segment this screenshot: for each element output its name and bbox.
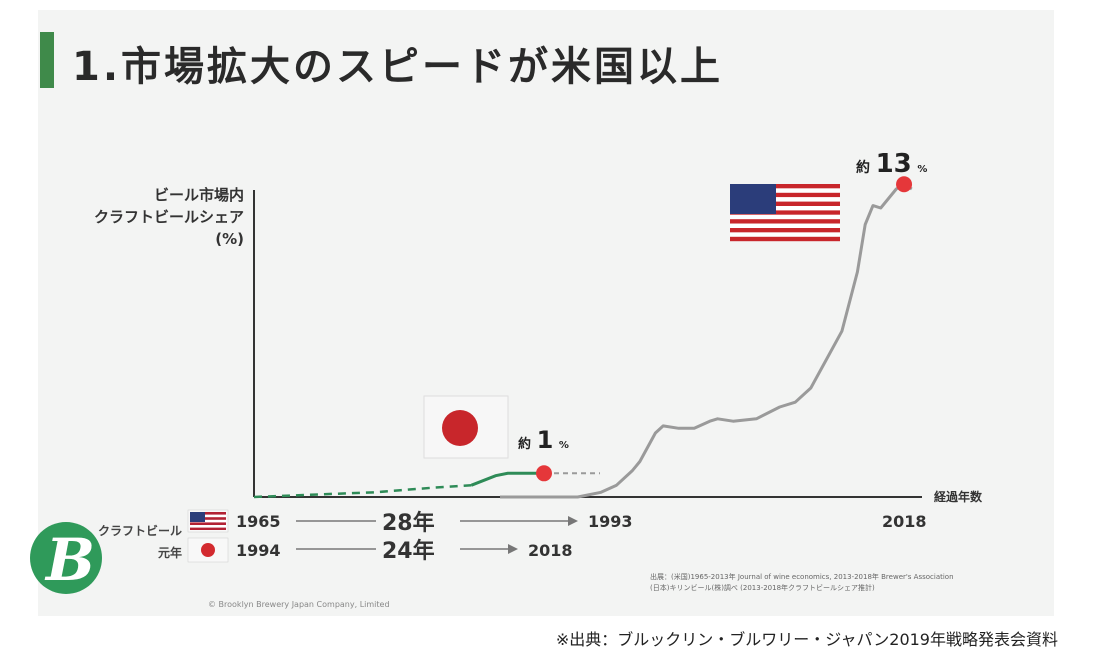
- source-note-line-2: (日本)キリンビール(株)調べ (2013-2018年クラフトビールシェア推計): [650, 584, 875, 592]
- title-accent-bar: [40, 32, 54, 88]
- endpoint-marker-usa: [896, 176, 913, 193]
- source-note-line-1: 出展：(米国)1965-2013年 Journal of wine econom…: [650, 573, 954, 581]
- usa-mid-year: 1993: [588, 512, 633, 531]
- y-axis-label-line-1: ビール市場内: [153, 186, 244, 204]
- japan-flag-icon: [423, 395, 509, 459]
- source-note: 出展：(米国)1965-2013年 Journal of wine econom…: [650, 572, 954, 594]
- y-axis-label-line-3: (%): [215, 230, 244, 248]
- y-axis-label-line-2: クラフトビールシェア: [93, 208, 244, 226]
- usa-flag-icon: [730, 184, 840, 242]
- timeline-row-label: クラフトビール 元年: [70, 520, 182, 564]
- usa-endpoint-label: 約 13 %: [856, 149, 927, 179]
- japan-start-year: 1994: [236, 541, 281, 560]
- usa-timeline-row: 1965 28年 1993 2018: [187, 509, 927, 536]
- brooklyn-logo: B: [30, 522, 102, 594]
- japan-end-year: 2018: [528, 541, 573, 560]
- series-line-japan: [470, 471, 544, 487]
- slide-title: 1.市場拡大のスピードが米国以上: [72, 44, 724, 90]
- series-line-usa: [500, 182, 913, 499]
- japan-timeline-row: 1994 24年 2018: [187, 537, 573, 564]
- x-axis-label: 経過年数: [934, 489, 983, 504]
- usa-endpoint-unit: %: [917, 164, 927, 175]
- y-axis-label: ビール市場内 クラフトビールシェア (%): [74, 184, 244, 250]
- usa-end-year: 2018: [882, 512, 927, 531]
- source-caption: ※出典：ブルックリン・ブルワリー・ジャパン2019年戦略発表会資料: [555, 630, 1058, 649]
- logo-letter: B: [46, 526, 96, 594]
- japan-endpoint-label: 約 1 %: [518, 426, 569, 454]
- usa-start-year: 1965: [236, 512, 281, 531]
- timeline-row-label-line-2: 元年: [157, 546, 182, 560]
- series-line-japan-early: [253, 483, 472, 499]
- japan-small-flag-icon: [201, 543, 215, 557]
- usa-span: 28年: [382, 510, 435, 536]
- timeline-row-label-line-1: クラフトビール: [97, 524, 182, 538]
- japan-span: 24年: [382, 538, 435, 564]
- usa-endpoint-prefix: 約: [856, 159, 870, 176]
- japan-endpoint-unit: %: [559, 440, 569, 451]
- copyright: © Brooklyn Brewery Japan Company, Limite…: [208, 600, 390, 609]
- japan-endpoint-prefix: 約: [518, 436, 531, 452]
- usa-endpoint-value: 13: [876, 149, 912, 179]
- usa-small-flag-icon: [190, 512, 226, 530]
- endpoint-marker-japan: [536, 465, 552, 482]
- japan-endpoint-value: 1: [537, 426, 554, 454]
